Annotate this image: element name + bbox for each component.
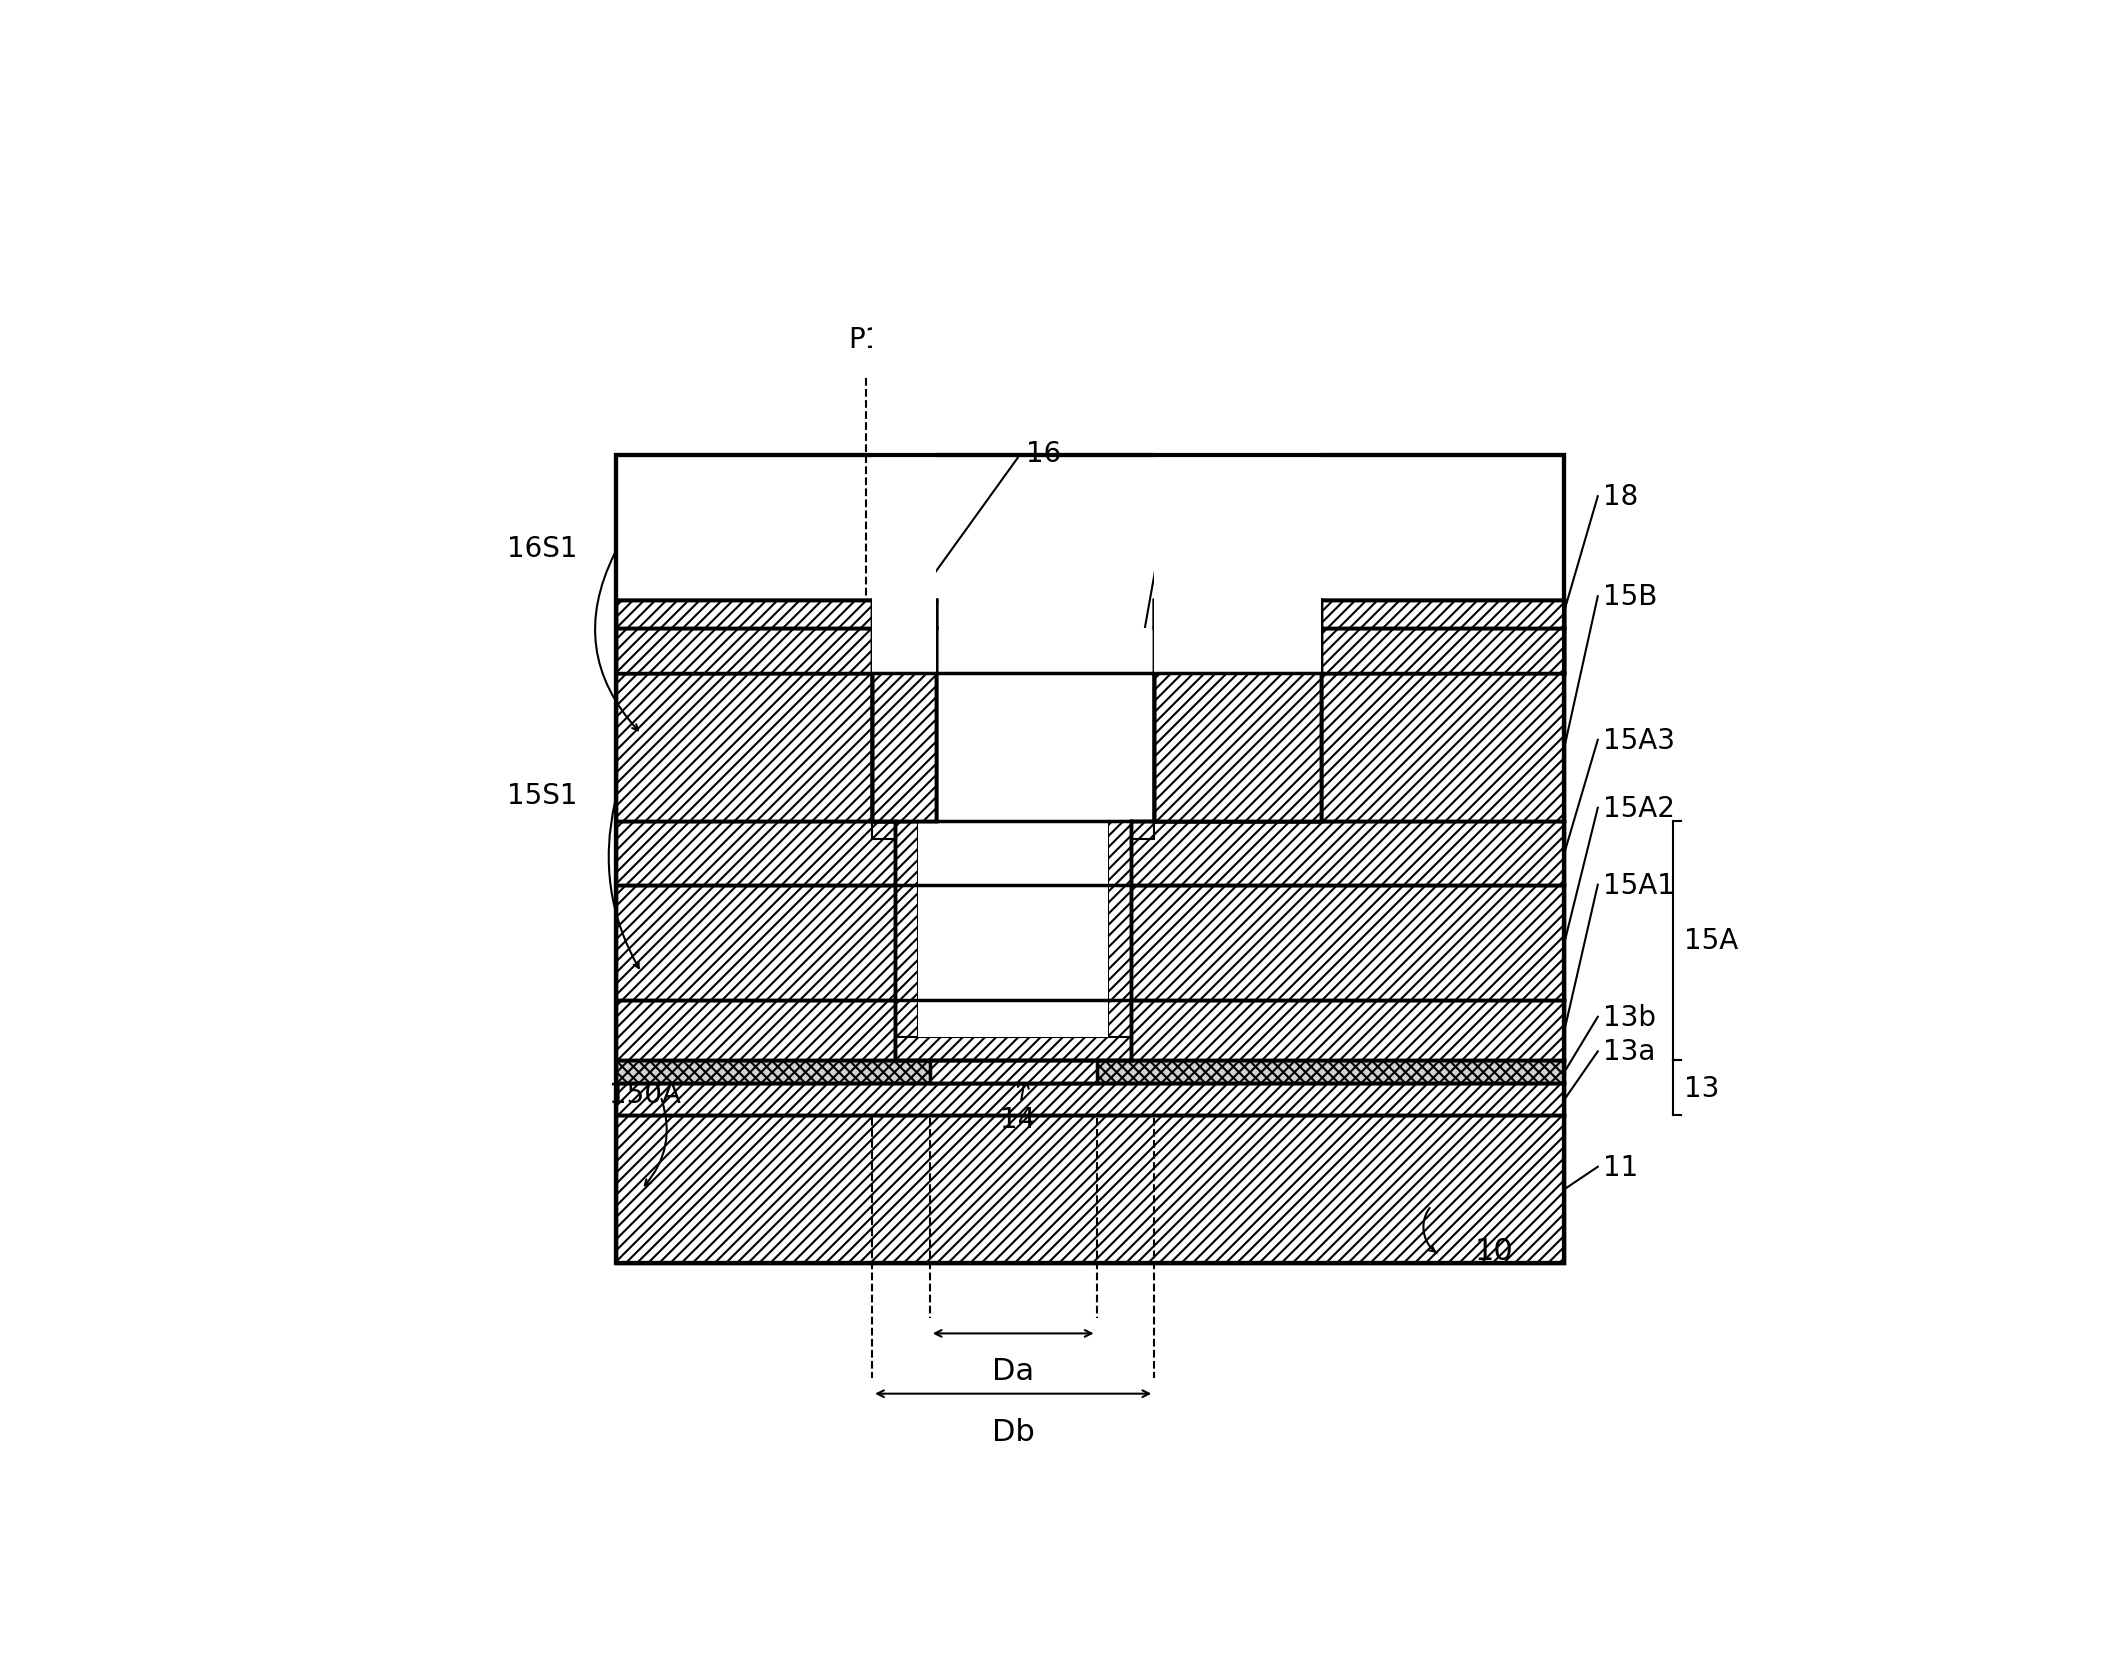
Bar bbox=[616, 885, 1564, 1000]
Text: 10: 10 bbox=[1476, 1236, 1513, 1265]
Bar bbox=[616, 629, 872, 674]
Bar bbox=[1154, 629, 1320, 820]
Bar bbox=[1154, 629, 1564, 674]
Bar bbox=[616, 674, 1564, 820]
Bar bbox=[616, 601, 872, 629]
Bar bbox=[872, 629, 935, 820]
Bar bbox=[616, 1117, 1564, 1263]
Bar bbox=[895, 1038, 1131, 1060]
Text: 15A1: 15A1 bbox=[1604, 872, 1675, 899]
Bar bbox=[872, 629, 935, 820]
Bar bbox=[872, 629, 935, 820]
Bar bbox=[872, 674, 1154, 820]
Bar bbox=[616, 601, 872, 629]
Bar bbox=[872, 601, 935, 629]
Bar bbox=[616, 1083, 1564, 1117]
Bar bbox=[616, 820, 1564, 885]
Bar bbox=[616, 1000, 1564, 1060]
Bar bbox=[895, 820, 919, 1060]
Bar bbox=[1154, 601, 1320, 629]
Bar bbox=[919, 820, 1108, 1038]
Text: 15A3: 15A3 bbox=[1604, 727, 1675, 754]
Bar bbox=[1154, 629, 1320, 820]
Bar bbox=[872, 601, 935, 674]
Text: 13: 13 bbox=[1684, 1075, 1719, 1102]
Bar bbox=[872, 0, 935, 674]
Bar bbox=[895, 820, 919, 1060]
Text: P1: P1 bbox=[849, 326, 883, 353]
Text: Da: Da bbox=[992, 1356, 1034, 1386]
Bar bbox=[895, 820, 1131, 1060]
Text: 15B: 15B bbox=[1604, 582, 1656, 611]
Bar bbox=[1108, 820, 1131, 1060]
Text: Db: Db bbox=[992, 1418, 1034, 1446]
Text: 13b: 13b bbox=[1604, 1003, 1656, 1032]
Bar bbox=[1154, 0, 1320, 674]
Bar bbox=[1154, 629, 1564, 674]
Bar bbox=[1154, 601, 1564, 629]
Text: 16: 16 bbox=[1026, 439, 1062, 468]
Text: 150A: 150A bbox=[610, 1080, 681, 1108]
Bar bbox=[616, 629, 872, 674]
Bar bbox=[1154, 601, 1320, 629]
Text: 16S1: 16S1 bbox=[507, 534, 578, 562]
Bar bbox=[1154, 601, 1564, 629]
Bar bbox=[872, 601, 935, 629]
Bar bbox=[616, 456, 1564, 1263]
Polygon shape bbox=[872, 674, 1154, 820]
Text: 15S1: 15S1 bbox=[507, 782, 578, 809]
Bar bbox=[919, 820, 1108, 1038]
Polygon shape bbox=[872, 629, 1154, 674]
Bar bbox=[872, 820, 895, 840]
Bar bbox=[1154, 629, 1320, 820]
Text: 18: 18 bbox=[1604, 483, 1637, 511]
Bar bbox=[929, 1060, 1097, 1083]
Polygon shape bbox=[895, 820, 1131, 1060]
Text: 14: 14 bbox=[1001, 1077, 1036, 1133]
Bar bbox=[1154, 629, 1564, 674]
Bar bbox=[1108, 820, 1131, 1060]
Bar bbox=[616, 1060, 1564, 1083]
Text: 17: 17 bbox=[1179, 453, 1213, 481]
Bar bbox=[616, 456, 1564, 1263]
Text: 16e: 16e bbox=[1074, 671, 1127, 697]
Text: 15A2: 15A2 bbox=[1604, 794, 1675, 822]
Text: 13a: 13a bbox=[1604, 1038, 1654, 1065]
Bar bbox=[616, 629, 872, 674]
Text: 11: 11 bbox=[1604, 1153, 1637, 1181]
Bar bbox=[1131, 820, 1154, 840]
Bar bbox=[895, 1038, 1131, 1060]
Text: 15A: 15A bbox=[1684, 927, 1738, 955]
